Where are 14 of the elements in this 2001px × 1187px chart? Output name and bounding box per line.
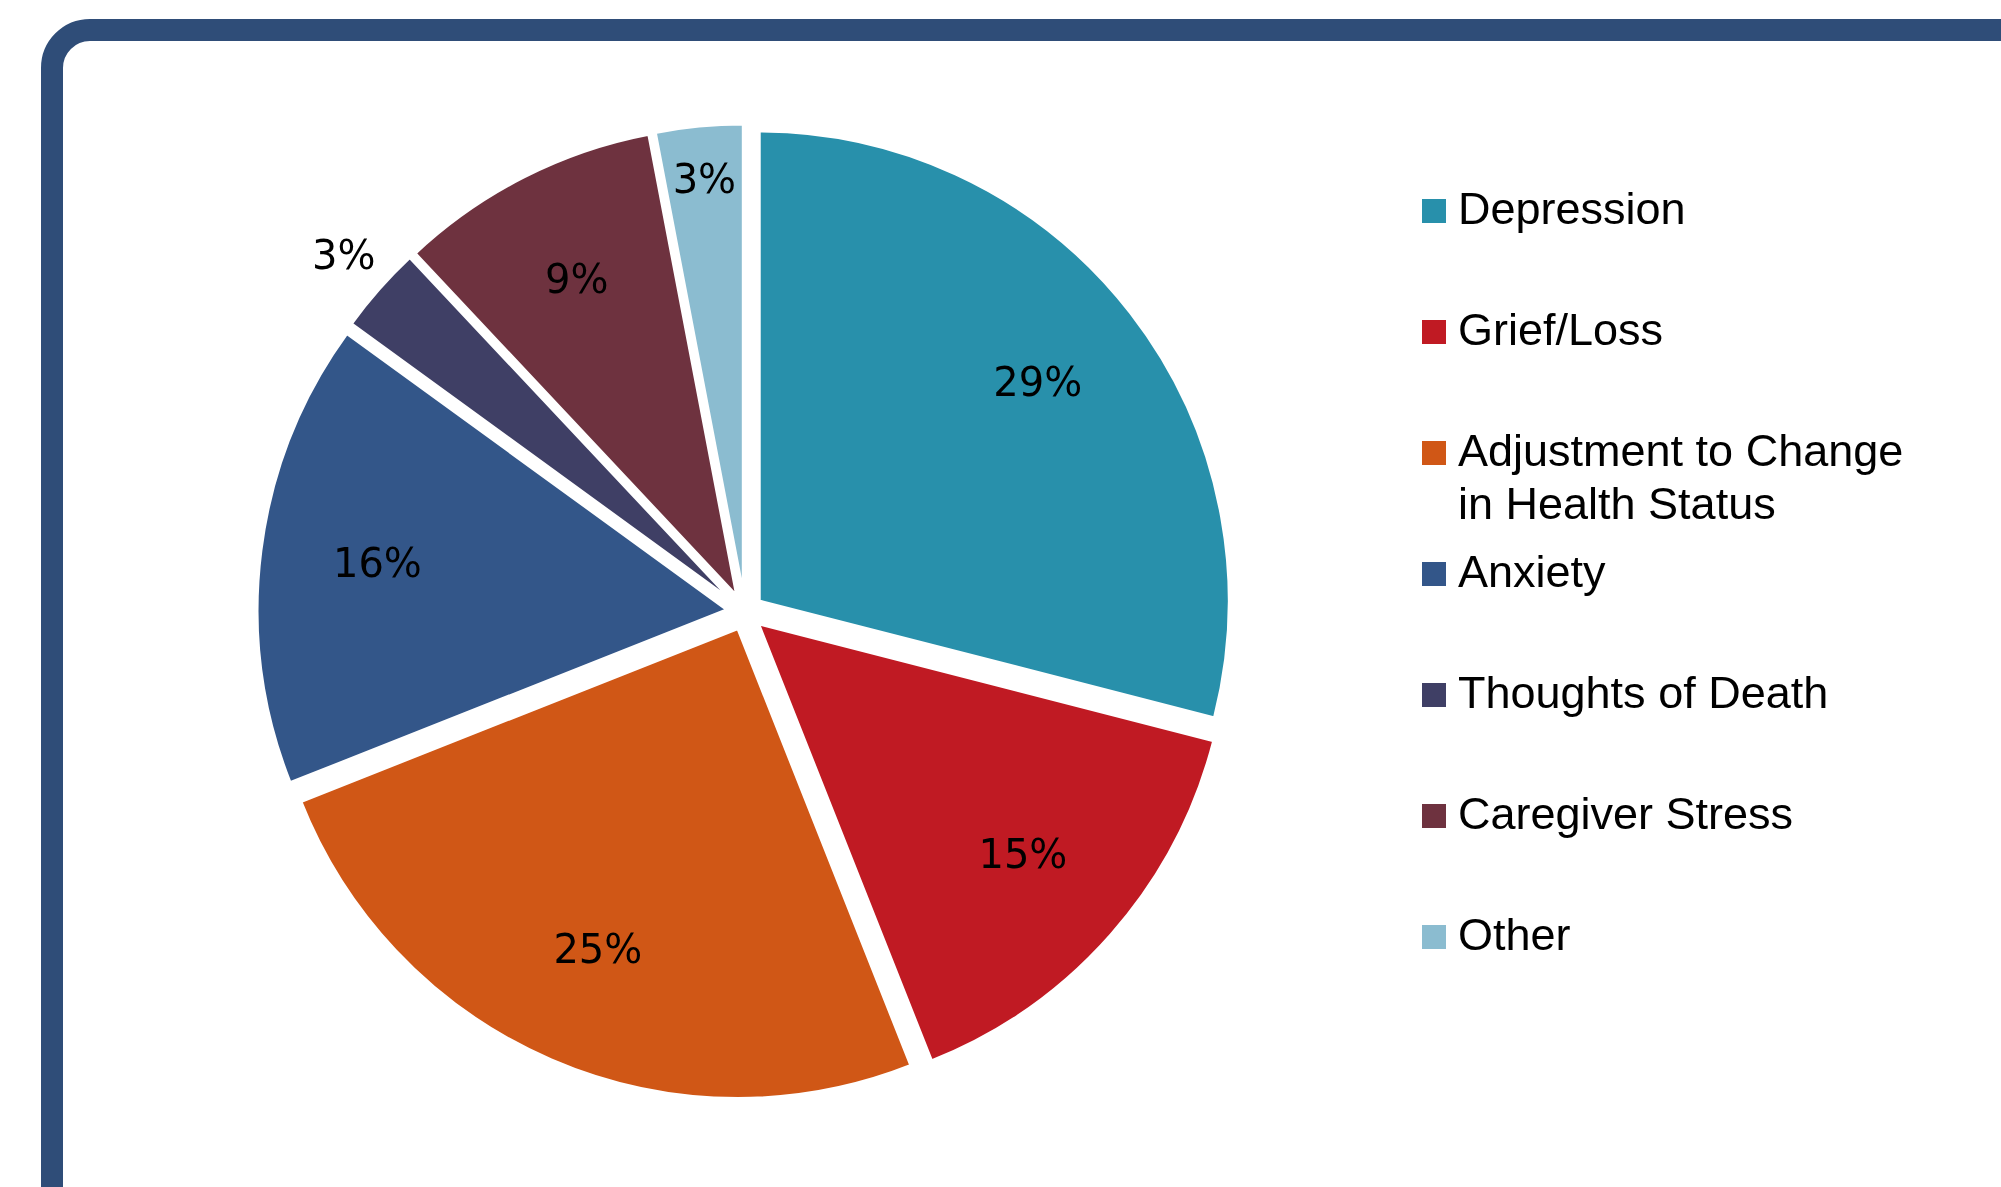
legend-label: Caregiver Stress — [1458, 787, 1794, 839]
data-label: 25% — [553, 926, 643, 973]
data-label: 15% — [978, 831, 1068, 878]
legend-label: Anxiety — [1458, 545, 1607, 597]
data-label: 29% — [993, 358, 1083, 405]
legend-label: Depression — [1458, 182, 1686, 234]
data-label: 3% — [672, 156, 737, 203]
legend-label: Thoughts of Death — [1458, 666, 1829, 718]
legend-label: Adjustment to Change in Health Status — [1458, 424, 1904, 529]
data-label: 3% — [311, 232, 376, 279]
data-label: 16% — [332, 539, 422, 586]
data-label: 9% — [545, 255, 609, 302]
legend-label: Grief/Loss — [1458, 303, 1664, 355]
legend-label: Other — [1458, 908, 1571, 960]
